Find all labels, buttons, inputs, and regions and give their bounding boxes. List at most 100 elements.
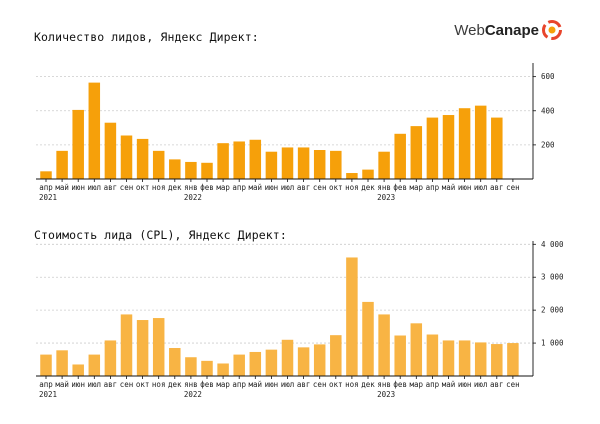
leads-bar	[442, 115, 455, 179]
cpl-xtick-label: сен	[506, 380, 520, 389]
cpl-year-label: 2021	[39, 390, 57, 399]
chart-1-title: Количество лидов, Яндекс Директ:	[34, 30, 259, 44]
leads-bar	[233, 141, 245, 179]
leads-xtick-label: мар	[216, 183, 230, 192]
cpl-year-label: 2023	[377, 390, 395, 399]
leads-xtick-label: июл	[474, 183, 488, 192]
cpl-bar	[217, 363, 229, 376]
leads-xtick-label: май	[249, 183, 263, 192]
leads-xtick-label: ноя	[345, 183, 359, 192]
cpl-bar	[346, 257, 358, 376]
cpl-bar	[458, 340, 471, 376]
cpl-xtick-label: авг	[297, 380, 311, 389]
cpl-xtick-label: дек	[361, 380, 375, 389]
leads-bar	[410, 126, 423, 179]
leads-xtick-label: апр	[39, 183, 53, 192]
cpl-bar	[72, 364, 84, 376]
leads-xtick-label: сен	[506, 183, 520, 192]
leads-bar	[56, 150, 68, 179]
cpl-bar	[362, 301, 374, 376]
brand-name-bold: Canape	[484, 21, 539, 39]
cpl-xtick-label: ноя	[345, 380, 359, 389]
leads-xtick-label: июл	[281, 183, 295, 192]
leads-bar	[297, 147, 310, 179]
cpl-bar	[104, 340, 117, 376]
leads-bar	[249, 139, 262, 179]
cpl-xtick-label: май	[55, 380, 69, 389]
leads-xtick-label: сен	[120, 183, 134, 192]
leads-bar	[474, 105, 487, 179]
cpl-xtick-label: фев	[393, 380, 407, 389]
leads-bar	[104, 122, 117, 179]
leads-xtick-label: июн	[265, 183, 279, 192]
leads-xtick-label: июн	[71, 183, 85, 192]
leads-xtick-label: мар	[410, 183, 424, 192]
cpl-bar	[394, 335, 406, 376]
cpl-xtick-label: июл	[281, 380, 295, 389]
leads-bar	[265, 151, 278, 179]
leads-bar	[152, 150, 165, 179]
cpl-ytick-label: 1 000	[541, 339, 564, 348]
leads-xtick-label: окт	[136, 183, 150, 192]
leads-xtick-label: авг	[297, 183, 311, 192]
cpl-ytick-label: 4 000	[541, 240, 564, 249]
leads-xtick-label: янв	[377, 183, 391, 192]
cpl-xtick-label: июн	[458, 380, 472, 389]
cpl-xtick-label: дек	[168, 380, 182, 389]
cpl-bar	[185, 357, 197, 376]
cpl-xtick-label: янв	[377, 380, 391, 389]
leads-xtick-label: апр	[232, 183, 246, 192]
leads-bar	[491, 117, 503, 179]
leads-year-label: 2021	[39, 193, 57, 202]
leads-xtick-label: фев	[393, 183, 407, 192]
cpl-xtick-label: окт	[329, 380, 343, 389]
cpl-bar	[330, 335, 342, 376]
cpl-xtick-label: фев	[200, 380, 214, 389]
leads-bar	[72, 109, 84, 179]
cpl-xtick-label: июн	[265, 380, 279, 389]
cpl-bar	[410, 323, 423, 376]
cpl-bar	[265, 349, 278, 376]
leads-bar	[136, 138, 149, 179]
cpl-bar	[313, 344, 326, 376]
cpl-bar	[169, 348, 181, 376]
cpl-xtick-label: май	[442, 380, 456, 389]
cpl-xtick-label: ноя	[152, 380, 166, 389]
cpl-bar	[491, 344, 503, 376]
leads-bar	[458, 108, 471, 179]
leads-bar	[185, 161, 197, 179]
leads-xtick-label: май	[442, 183, 456, 192]
leads-ytick-label: 400	[541, 106, 555, 115]
leads-xtick-label: янв	[184, 183, 198, 192]
cpl-xtick-label: сен	[120, 380, 134, 389]
cpl-bar	[426, 334, 439, 376]
cpl-ytick-label: 3 000	[541, 273, 564, 282]
leads-bar	[201, 162, 213, 179]
cpl-xtick-label: июн	[71, 380, 85, 389]
leads-bar	[217, 143, 229, 179]
leads-year-label: 2022	[184, 193, 202, 202]
cpl-xtick-label: апр	[232, 380, 246, 389]
brand-logo: Web Canape	[454, 20, 562, 40]
leads-xtick-label: июл	[88, 183, 102, 192]
leads-year-label: 2023	[377, 193, 395, 202]
leads-bar	[169, 159, 181, 179]
leads-bar	[313, 150, 326, 179]
brand-name-light: Web	[454, 21, 485, 39]
leads-xtick-label: сен	[313, 183, 327, 192]
cpl-xtick-label: апр	[426, 380, 440, 389]
cpl-bar	[281, 339, 294, 376]
leads-bar	[40, 171, 52, 179]
leads-bar	[346, 173, 358, 179]
cpl-xtick-label: сен	[313, 380, 327, 389]
leads-bar	[120, 135, 133, 179]
leads-bar	[281, 147, 294, 179]
cpl-xtick-label: апр	[39, 380, 53, 389]
leads-bar	[394, 133, 406, 179]
leads-xtick-label: авг	[104, 183, 118, 192]
leads-bar	[362, 169, 374, 179]
leads-xtick-label: ноя	[152, 183, 166, 192]
leads-xtick-label: фев	[200, 183, 214, 192]
leads-ytick-label: 600	[541, 72, 555, 81]
